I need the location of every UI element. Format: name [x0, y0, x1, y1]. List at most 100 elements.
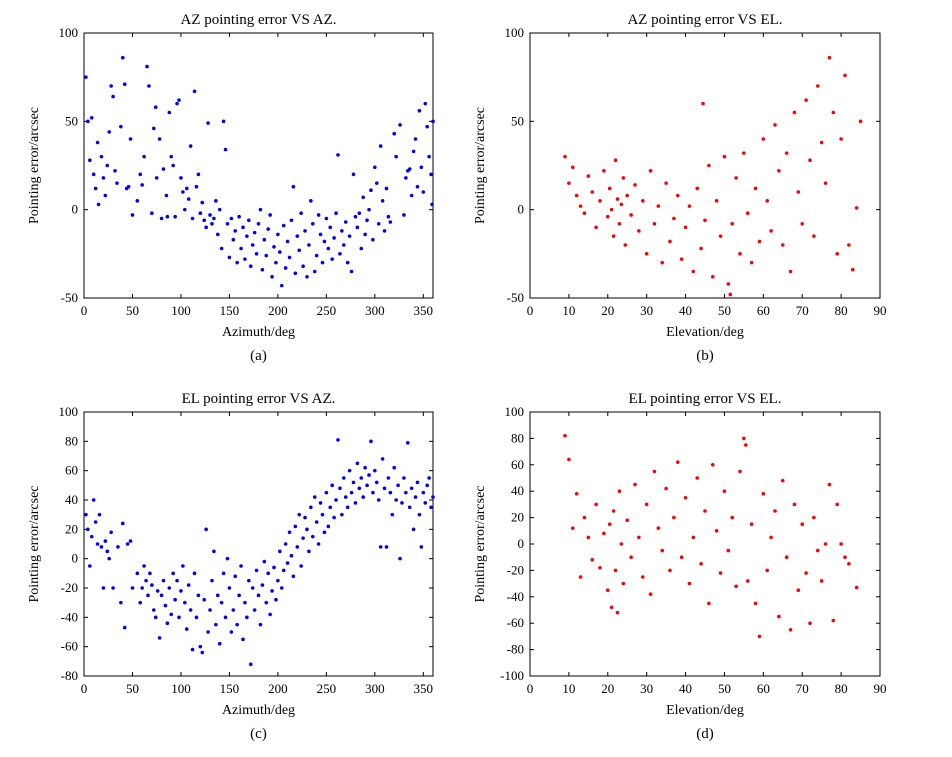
- data-point: [237, 214, 241, 219]
- data-point: [703, 509, 707, 513]
- data-point: [345, 260, 350, 265]
- data-point: [780, 478, 785, 483]
- data-point: [423, 501, 428, 505]
- data-point: [402, 213, 406, 217]
- data-point: [231, 237, 236, 242]
- data-point: [609, 207, 614, 212]
- data-point: [177, 98, 181, 102]
- data-point: [91, 498, 96, 502]
- data-point: [105, 549, 110, 554]
- data-point: [237, 593, 241, 598]
- x-tick-label: 80: [835, 681, 848, 696]
- data-point: [88, 158, 92, 162]
- data-point: [769, 229, 773, 233]
- data-point: [272, 244, 276, 249]
- data-point: [140, 183, 144, 187]
- data-point: [247, 578, 251, 583]
- data-point: [223, 615, 228, 620]
- data-point: [270, 589, 274, 593]
- data-point: [95, 140, 100, 145]
- data-point: [84, 75, 88, 79]
- data-point: [602, 169, 606, 173]
- x-tick-label: 0: [81, 303, 88, 318]
- data-point: [664, 181, 668, 185]
- data-point: [382, 486, 387, 491]
- data-point: [285, 561, 290, 565]
- data-point: [142, 564, 146, 568]
- data-point: [394, 154, 398, 159]
- data-point: [394, 498, 398, 502]
- x-tick-label: 300: [365, 681, 385, 696]
- data-point: [278, 250, 282, 254]
- data-point: [225, 222, 230, 226]
- data-point: [675, 460, 680, 464]
- data-point: [99, 545, 104, 549]
- data-point: [691, 269, 696, 274]
- data-point: [128, 137, 133, 141]
- data-point: [780, 243, 785, 247]
- y-tick-label: 60: [511, 457, 524, 472]
- data-point: [804, 98, 808, 102]
- data-point: [431, 495, 435, 499]
- data-point: [142, 154, 146, 159]
- data-point: [314, 253, 319, 258]
- data-point: [84, 512, 88, 517]
- data-point: [355, 225, 360, 230]
- data-point: [150, 211, 154, 215]
- data-point: [266, 227, 270, 231]
- data-point: [128, 539, 133, 543]
- data-point: [239, 564, 243, 568]
- data-point: [153, 105, 158, 109]
- data-point: [299, 211, 303, 215]
- data-point: [672, 216, 676, 221]
- data-point: [359, 246, 364, 251]
- data-point: [365, 483, 369, 488]
- data-point: [777, 169, 781, 173]
- data-point: [93, 520, 98, 524]
- data-point: [247, 218, 251, 223]
- data-point: [164, 193, 169, 198]
- data-point: [788, 269, 793, 274]
- x-tick-label: 350: [414, 681, 434, 696]
- data-point: [283, 266, 288, 270]
- data-point: [278, 549, 282, 554]
- data-point: [119, 124, 123, 129]
- x-tick-label: 80: [835, 303, 848, 318]
- data-point: [839, 137, 843, 141]
- data-point: [429, 172, 433, 177]
- data-point: [328, 225, 333, 230]
- data-point: [745, 211, 750, 215]
- data-point: [254, 568, 259, 573]
- data-point: [179, 589, 183, 593]
- data-point: [404, 176, 408, 180]
- data-point: [326, 246, 331, 251]
- data-point: [219, 600, 224, 605]
- y-tick-label: -50: [61, 290, 78, 305]
- y-tick-label: 0: [518, 536, 525, 551]
- data-point: [144, 578, 148, 583]
- data-point: [245, 615, 249, 620]
- data-point: [219, 246, 224, 251]
- y-axis-label: Pointing error/arcsec: [473, 107, 488, 224]
- data-point: [241, 637, 245, 642]
- data-point: [784, 555, 789, 559]
- data-point: [340, 512, 344, 517]
- data-point: [107, 130, 112, 134]
- y-tick-label: -80: [507, 642, 524, 657]
- y-tick-label: 40: [65, 492, 78, 507]
- data-point: [598, 565, 602, 570]
- data-point: [804, 571, 808, 575]
- x-tick-label: 50: [126, 303, 139, 318]
- data-point: [656, 204, 661, 208]
- data-point: [367, 473, 371, 477]
- data-point: [243, 600, 247, 605]
- x-tick-label: 70: [796, 303, 809, 318]
- data-point: [349, 490, 354, 495]
- data-point: [615, 197, 620, 201]
- data-point: [648, 592, 653, 596]
- data-point: [340, 229, 344, 233]
- panel-a: AZ pointing error VS AZ. 0 50 100 150 200 250 3…: [27, 12, 435, 364]
- data-point: [738, 469, 742, 474]
- x-tick-label: 70: [796, 681, 809, 696]
